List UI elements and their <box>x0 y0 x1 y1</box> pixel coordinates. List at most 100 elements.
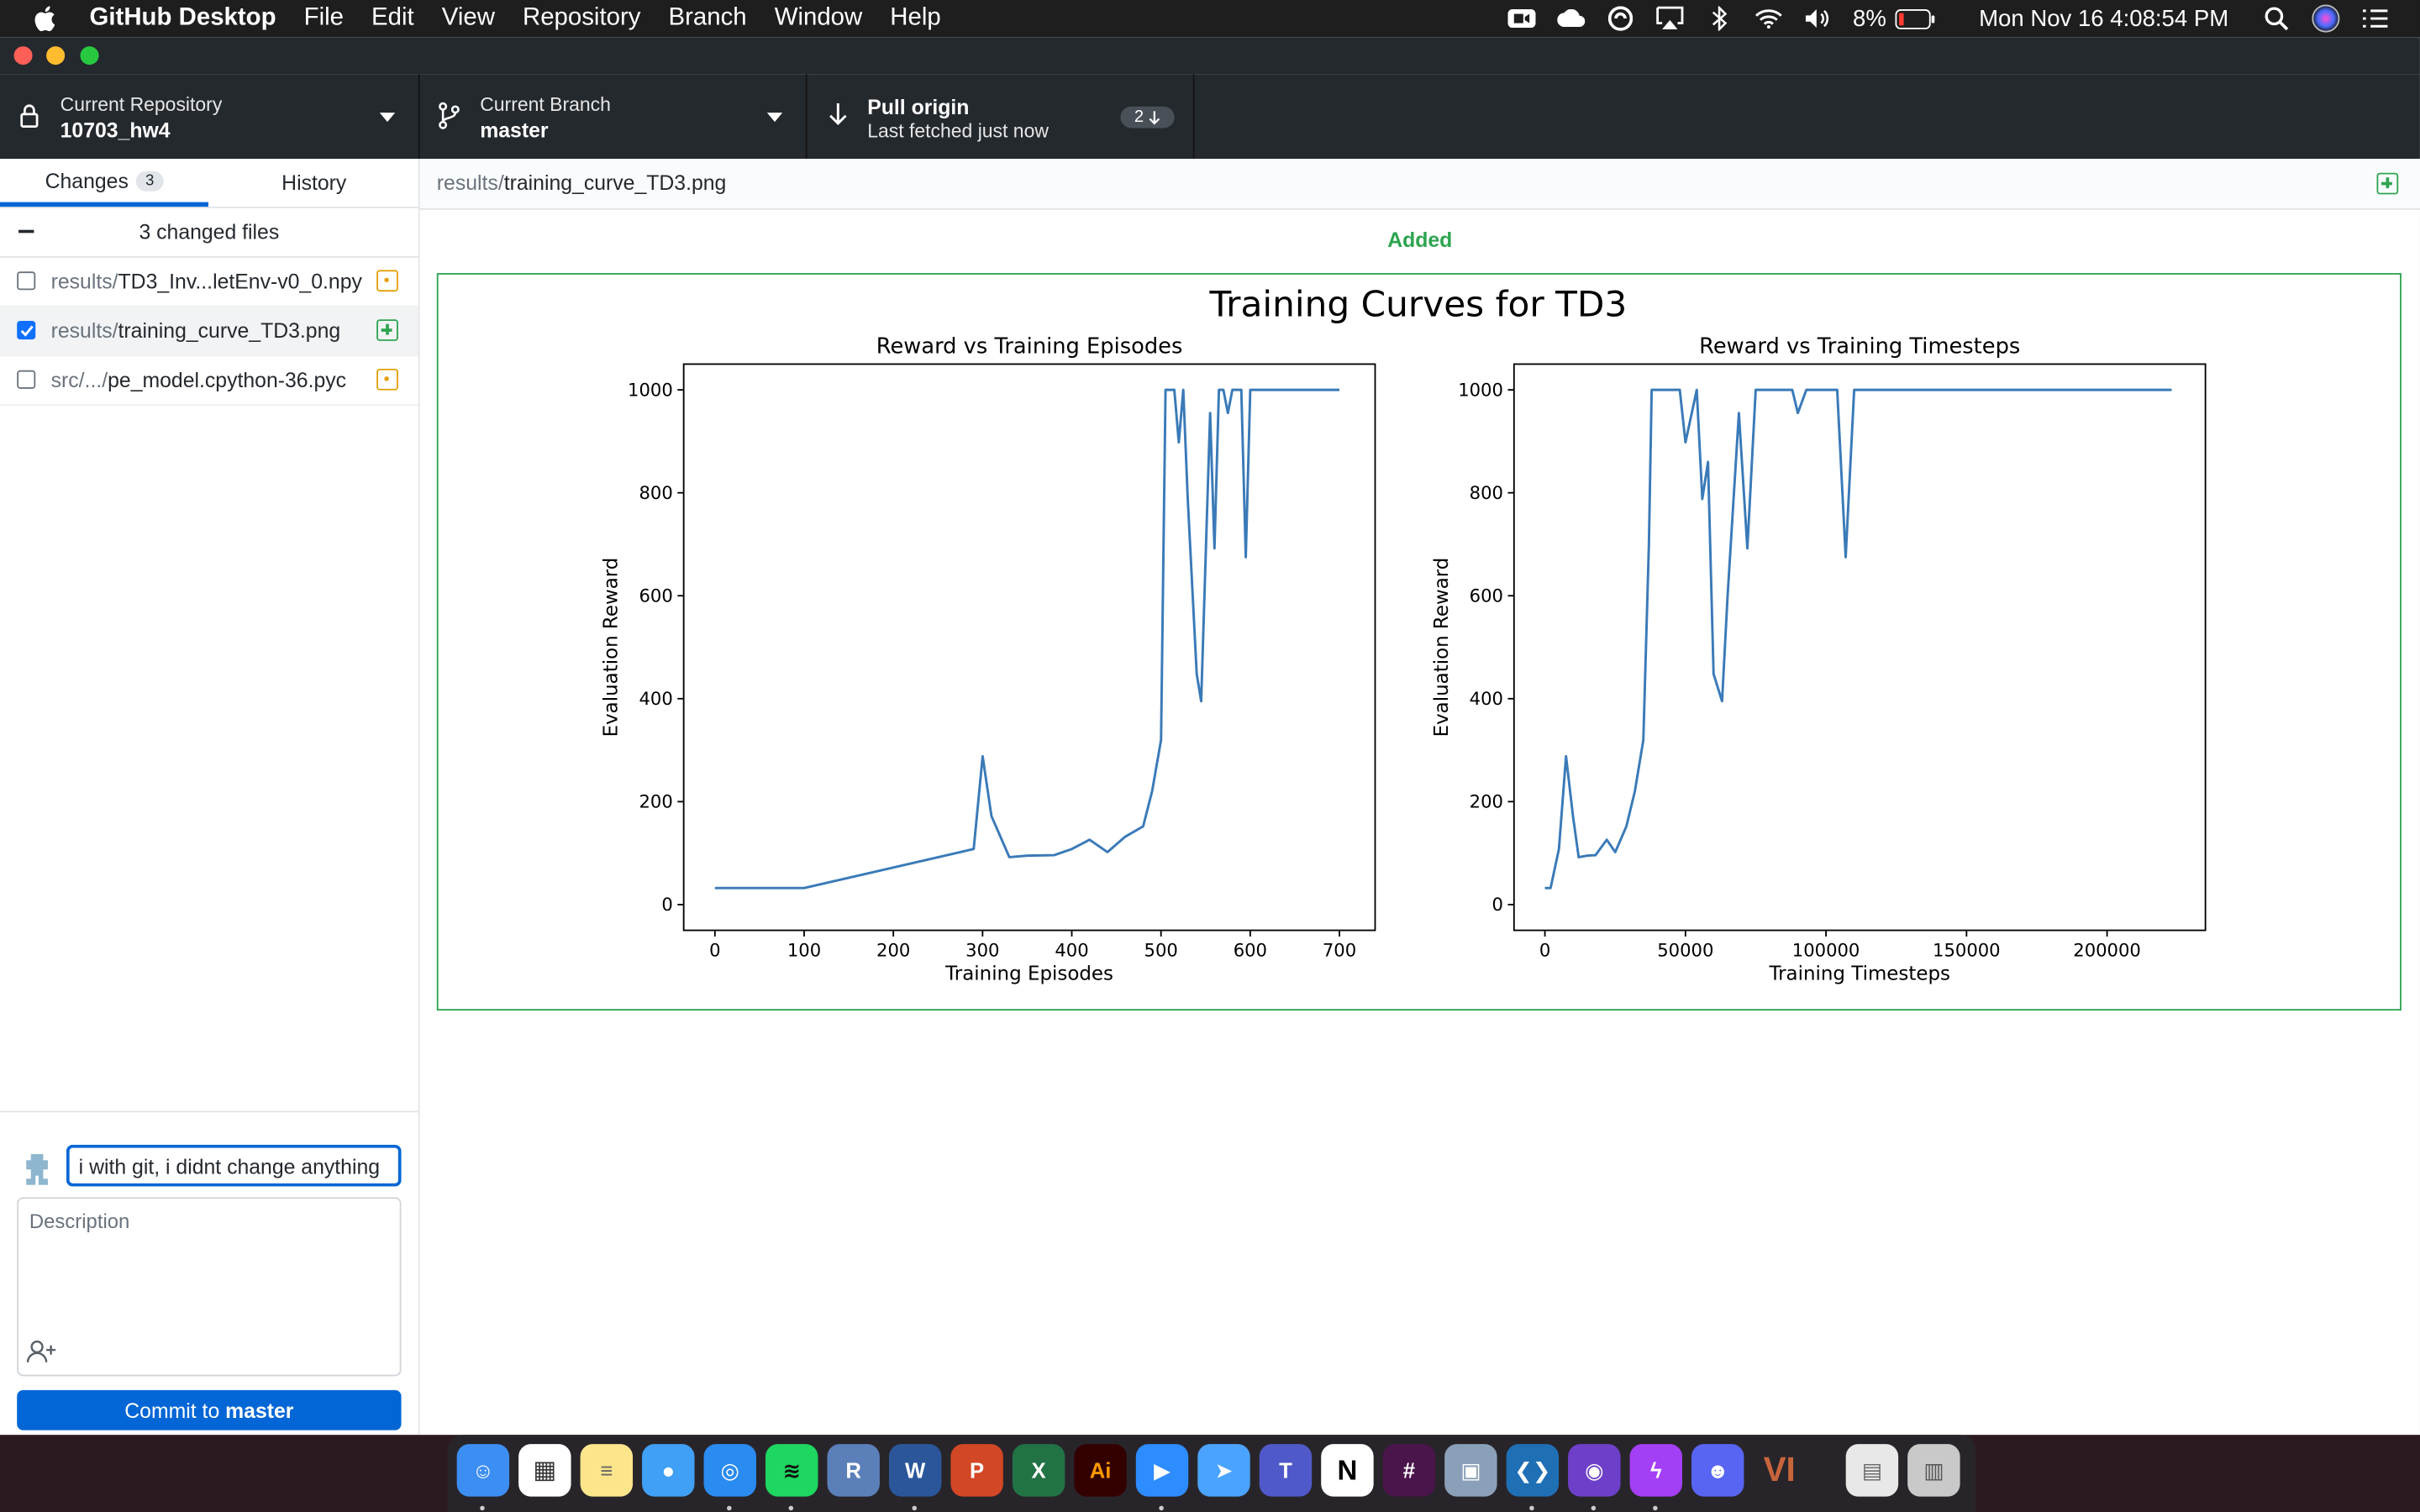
y-axis-label: Evaluation Reward <box>1431 558 1453 738</box>
apple-icon[interactable] <box>34 5 58 33</box>
zoom-icon[interactable]: ▶ <box>1135 1444 1189 1497</box>
safari-icon[interactable]: ◎ <box>703 1444 756 1497</box>
notion-icon[interactable]: N <box>1321 1444 1374 1497</box>
cloud-icon[interactable] <box>1556 5 1585 33</box>
running-indicator <box>788 1505 794 1511</box>
changed-files-count: 3 changed files <box>139 220 280 244</box>
vi-app-icon[interactable]: VI <box>1763 1450 1796 1489</box>
user-avatar <box>17 1147 57 1189</box>
running-indicator <box>727 1505 732 1511</box>
sidebar-tabs: Changes 3 History <box>0 159 418 208</box>
excel-icon[interactable]: X <box>1012 1444 1065 1497</box>
y-tick-label: 600 <box>639 585 673 606</box>
messages-icon[interactable]: ● <box>642 1444 695 1497</box>
pull-origin-button[interactable]: Pull origin Last fetched just now 2 <box>808 74 1195 160</box>
diff-pane: results/training_curve_TD3.png Added Tra… <box>419 159 2420 1436</box>
window-zoom-button[interactable] <box>80 46 99 66</box>
github-desktop-window: Current Repository 10703_hw4 Current Bra… <box>0 37 2420 1436</box>
current-repository-button[interactable]: Current Repository 10703_hw4 <box>0 74 420 160</box>
menu-window[interactable]: Window <box>774 4 863 31</box>
spotify-icon[interactable]: ≋ <box>765 1444 818 1497</box>
tab-history[interactable]: History <box>210 159 418 207</box>
x-tick-label: 100 <box>787 940 821 961</box>
menubar-app-name[interactable]: GitHub Desktop <box>89 4 276 31</box>
volume-icon[interactable] <box>1803 5 1831 33</box>
discord-icon[interactable]: ☻ <box>1691 1444 1744 1497</box>
teams-icon[interactable]: T <box>1259 1444 1313 1497</box>
menu-view[interactable]: View <box>441 4 495 31</box>
reward-series-line <box>1544 388 2172 890</box>
chart-title: Training Curves for TD3 <box>1209 284 1628 325</box>
control-center-icon[interactable] <box>2361 5 2389 33</box>
spark-mail-icon[interactable]: ➤ <box>1197 1444 1250 1497</box>
x-tick-label: 200000 <box>2073 940 2141 961</box>
downloads-folder-icon[interactable]: ▤ <box>1845 1444 1899 1497</box>
bluetooth-icon[interactable] <box>1705 5 1733 33</box>
word-icon[interactable]: W <box>888 1444 942 1497</box>
subplot-1: Reward vs Training Episodes 0 100 200 300 400… <box>601 334 1376 984</box>
tab-changes[interactable]: Changes 3 <box>0 159 208 207</box>
plot-frame <box>1512 363 2207 932</box>
trash-icon[interactable]: ▥ <box>1907 1444 1960 1497</box>
menu-help[interactable]: Help <box>890 4 941 31</box>
github-desktop-icon[interactable]: ◉ <box>1568 1444 1621 1497</box>
y-tick-label: 400 <box>1470 688 1503 709</box>
slack-icon[interactable]: # <box>1382 1444 1436 1497</box>
commit-button[interactable]: Commit to master <box>17 1389 402 1431</box>
illustrator-icon[interactable]: Ai <box>1074 1444 1127 1497</box>
sync-icon[interactable] <box>1606 5 1634 33</box>
running-indicator <box>1159 1505 1164 1511</box>
menu-file[interactable]: File <box>303 4 344 31</box>
vscode-icon[interactable]: ❮❯ <box>1506 1444 1560 1497</box>
add-coauthor-icon[interactable] <box>26 1339 57 1363</box>
window-minimize-button[interactable] <box>46 46 66 66</box>
y-tick-label: 800 <box>639 482 673 503</box>
lock-icon <box>20 104 39 128</box>
commit-description-input[interactable]: Description <box>17 1197 402 1377</box>
y-tick-label: 1000 <box>1458 379 1503 400</box>
running-indicator <box>1591 1505 1597 1511</box>
changed-file-row[interactable]: src/.../pe_model.cpython-36.pyc <box>0 356 418 407</box>
running-indicator <box>1653 1505 1658 1511</box>
file-modified-icon <box>376 368 398 391</box>
current-repository-value: 10703_hw4 <box>60 118 171 142</box>
menu-repository[interactable]: Repository <box>522 4 641 31</box>
changed-files-header: 3 changed files <box>0 207 418 258</box>
select-all-checkbox[interactable] <box>18 229 34 234</box>
battery-icon[interactable] <box>1895 5 1936 33</box>
x-tick-label: 600 <box>1234 940 1267 961</box>
calendar-icon[interactable]: ▦ <box>518 1444 571 1497</box>
file-added-icon <box>2376 172 2399 195</box>
r-app-icon[interactable]: R <box>827 1444 880 1497</box>
powerpoint-icon[interactable]: P <box>950 1444 1003 1497</box>
file-include-checkbox[interactable] <box>17 370 36 389</box>
wifi-icon[interactable] <box>1754 5 1781 33</box>
airplay-icon[interactable] <box>1655 5 1683 33</box>
changed-file-row[interactable]: results/training_curve_TD3.png <box>0 307 418 357</box>
current-branch-label: Current Branch <box>480 94 611 116</box>
file-include-checkbox[interactable] <box>17 271 36 291</box>
commit-summary-input[interactable]: i with git, i didnt change anything <box>66 1144 402 1187</box>
y-tick-label: 1000 <box>628 379 673 400</box>
current-branch-button[interactable]: Current Branch master <box>420 74 808 160</box>
menu-edit[interactable]: Edit <box>371 4 414 31</box>
messenger-icon[interactable]: ϟ <box>1629 1444 1683 1497</box>
tab-changes-label: Changes <box>45 169 129 192</box>
menu-branch[interactable]: Branch <box>668 4 747 31</box>
spotlight-search-icon[interactable] <box>2263 5 2291 33</box>
menubar-clock[interactable]: Mon Nov 16 4:08:54 PM <box>1979 5 2229 32</box>
diff-status-label: Added <box>1387 228 1453 252</box>
notes-icon[interactable]: ≡ <box>580 1444 634 1497</box>
window-close-button[interactable] <box>13 46 33 66</box>
finder-icon[interactable]: ☺ <box>456 1444 510 1497</box>
file-name: pe_model.cpython-36.pyc <box>108 368 347 392</box>
image-diff-frame: Training Curves for TD3 Reward vs Traini… <box>436 273 2402 1011</box>
description-placeholder: Description <box>29 1209 130 1233</box>
changed-file-row[interactable]: results/TD3_Inv...letEnv-v0_0.npy <box>0 258 418 307</box>
siri-icon[interactable] <box>2312 4 2340 33</box>
file-include-checkbox[interactable] <box>17 321 36 340</box>
commit-summary-text: i with git, i didnt change anything <box>78 1155 381 1179</box>
x-tick-label: 300 <box>965 940 999 961</box>
preview-icon[interactable]: ▣ <box>1444 1444 1497 1497</box>
zoom-status-icon[interactable] <box>1507 5 1535 33</box>
